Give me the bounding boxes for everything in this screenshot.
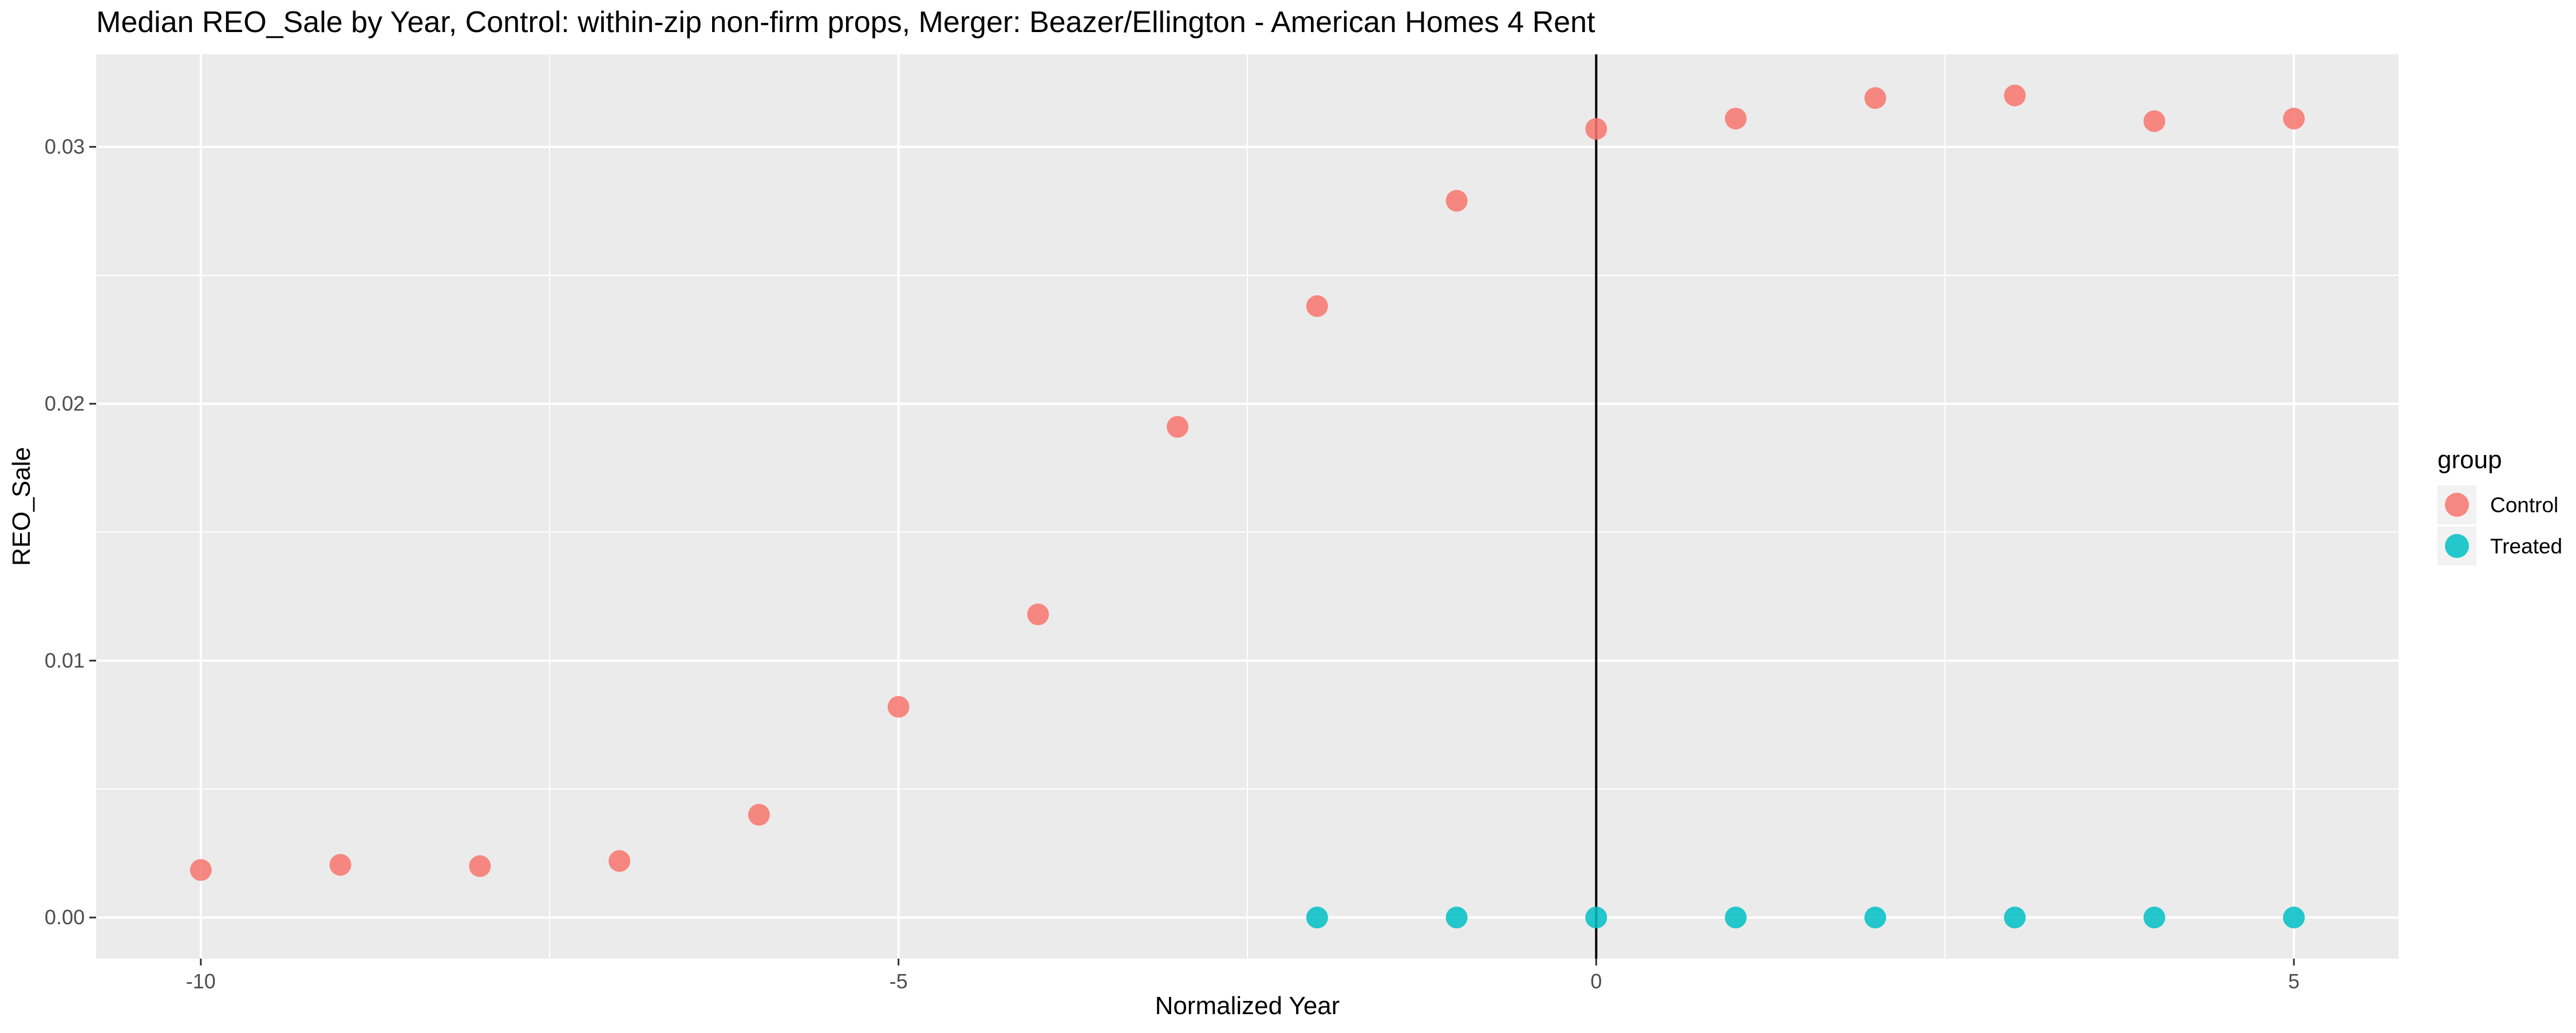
control-point (329, 854, 351, 876)
treated-point (2283, 907, 2305, 929)
legend-title: group (2437, 446, 2502, 474)
treated-point (1725, 907, 1747, 929)
treated-point (1585, 907, 1607, 929)
y-tick-label: 0.03 (45, 135, 85, 159)
data-points (189, 84, 2305, 929)
treated-point (1445, 907, 1468, 929)
control-point (887, 696, 910, 718)
control-point (748, 804, 770, 826)
control-point (1445, 189, 1468, 212)
treated-point (2143, 907, 2166, 929)
minor-gridlines (96, 54, 2399, 959)
major-gridlines (96, 54, 2399, 959)
control-point (1306, 295, 1328, 317)
chart-title: Median REO_Sale by Year, Control: within… (96, 6, 1595, 39)
x-axis-title: Normalized Year (1155, 992, 1340, 1020)
control-legend-marker (2445, 493, 2469, 517)
control-point (2004, 84, 2026, 106)
legend: group Control Treated (2437, 446, 2562, 565)
legend-label: Control (2490, 493, 2558, 517)
y-axis-title: REO_Sale (7, 447, 35, 566)
treated-legend-marker (2445, 534, 2469, 558)
control-point (1027, 603, 1049, 626)
treated-point (1306, 907, 1328, 929)
control-point (1585, 118, 1607, 140)
control-point (189, 859, 212, 881)
control-point (1167, 415, 1189, 438)
control-point (2283, 108, 2305, 130)
tick-labels: -10 -5 0 5 0.00 0.01 0.02 0.03 (45, 135, 2300, 993)
treated-point (1864, 907, 1886, 929)
x-tick-label: 0 (1590, 969, 1602, 993)
axis-ticks (89, 146, 2295, 965)
legend-items: Control Treated (2437, 485, 2562, 565)
control-point (469, 855, 491, 877)
y-tick-label: 0.01 (45, 648, 85, 672)
control-point (2143, 110, 2166, 132)
x-tick-label: -10 (186, 969, 216, 993)
y-tick-label: 0.00 (45, 905, 85, 929)
treated-point (2004, 907, 2026, 929)
x-tick-label: 5 (2288, 969, 2300, 993)
y-tick-label: 0.02 (45, 391, 85, 415)
control-point (1864, 87, 1886, 109)
x-tick-label: -5 (890, 969, 908, 993)
legend-label: Treated (2490, 535, 2562, 558)
control-point (609, 850, 631, 872)
control-point (1725, 108, 1747, 130)
